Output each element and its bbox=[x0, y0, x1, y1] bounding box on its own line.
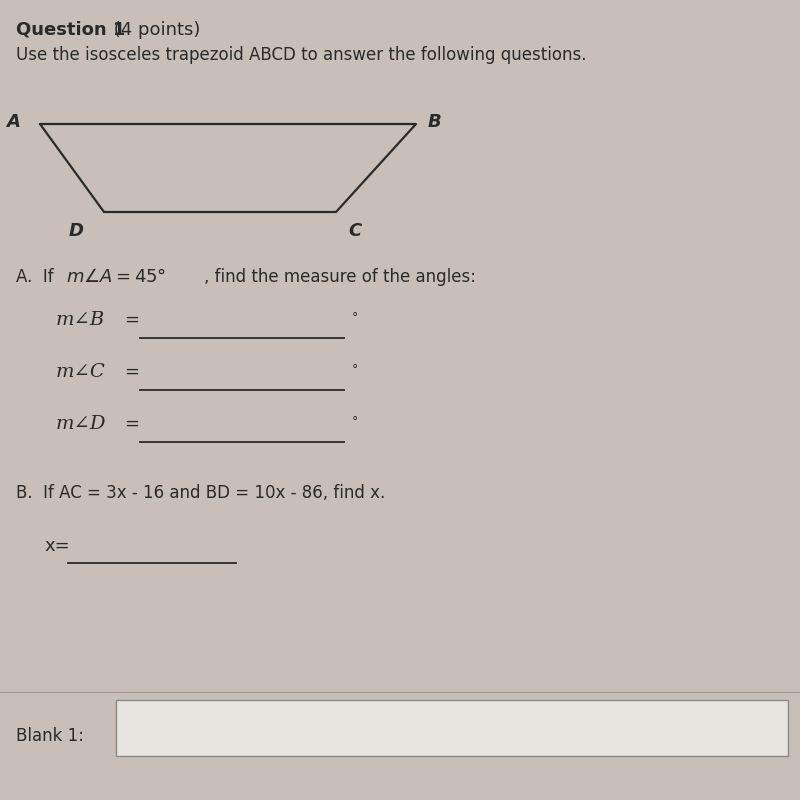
Text: =: = bbox=[124, 363, 139, 381]
Text: $m\angle A = 45°$: $m\angle A = 45°$ bbox=[66, 268, 166, 286]
Text: D: D bbox=[69, 222, 84, 240]
Text: x=: x= bbox=[44, 537, 70, 554]
Text: m∠B: m∠B bbox=[56, 311, 106, 329]
Text: °: ° bbox=[352, 415, 358, 428]
Text: , find the measure of the angles:: , find the measure of the angles: bbox=[204, 268, 476, 286]
Text: m∠D: m∠D bbox=[56, 415, 106, 433]
Text: Question 1: Question 1 bbox=[16, 21, 126, 39]
Text: Blank 1:: Blank 1: bbox=[16, 727, 84, 745]
Text: =: = bbox=[124, 311, 139, 329]
Text: °: ° bbox=[352, 363, 358, 376]
Text: °: ° bbox=[352, 311, 358, 324]
Text: =: = bbox=[124, 415, 139, 433]
Text: C: C bbox=[348, 222, 362, 240]
Text: Use the isosceles trapezoid ABCD to answer the following questions.: Use the isosceles trapezoid ABCD to answ… bbox=[16, 46, 586, 64]
Text: B.  If AC = 3x - 16 and BD = 10x - 86, find x.: B. If AC = 3x - 16 and BD = 10x - 86, fi… bbox=[16, 484, 386, 502]
Text: B: B bbox=[428, 113, 442, 130]
Text: A: A bbox=[6, 113, 20, 130]
Text: A.  If: A. If bbox=[16, 268, 59, 286]
Text: (4 points): (4 points) bbox=[108, 21, 200, 39]
FancyBboxPatch shape bbox=[116, 700, 788, 756]
Text: m∠C: m∠C bbox=[56, 363, 106, 381]
